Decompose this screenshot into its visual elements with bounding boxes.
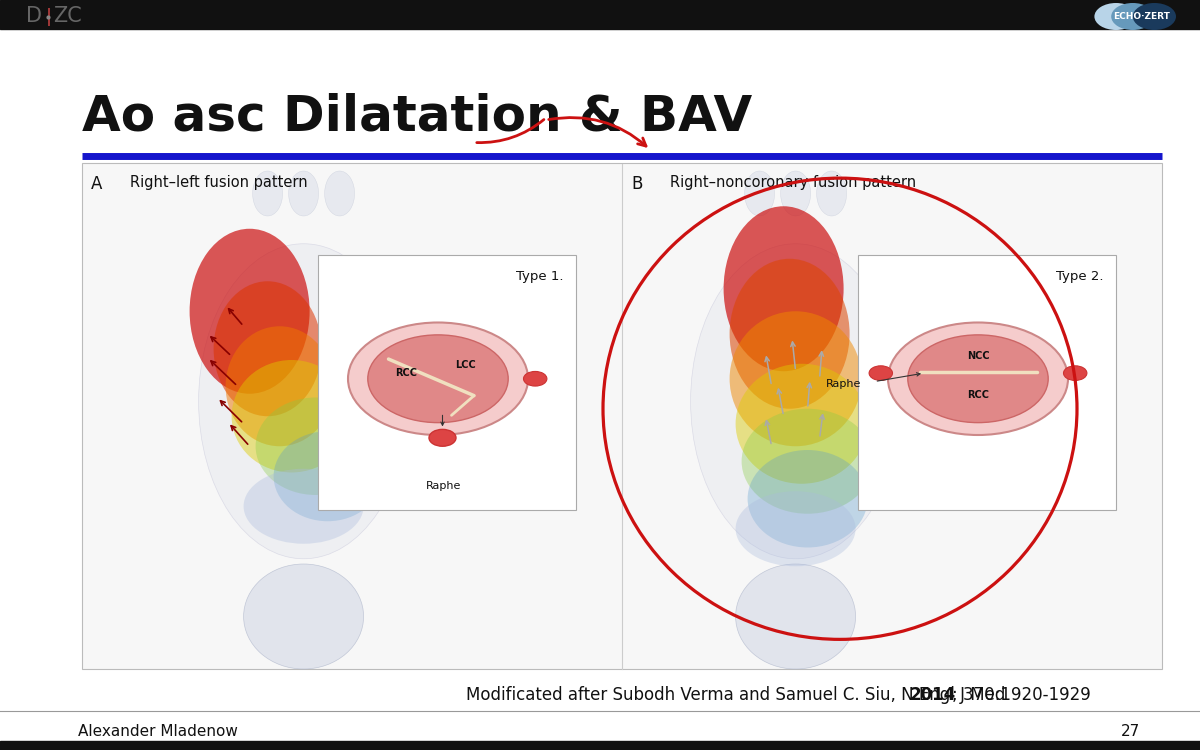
Text: RCC: RCC bbox=[396, 368, 418, 378]
Ellipse shape bbox=[232, 360, 352, 472]
Ellipse shape bbox=[730, 259, 850, 409]
Circle shape bbox=[1094, 3, 1138, 30]
Circle shape bbox=[908, 334, 1049, 423]
Text: NCC: NCC bbox=[967, 351, 989, 361]
Circle shape bbox=[430, 429, 456, 446]
Text: Modificated after Subodh Verma and Samuel C. Siu, N Engl J Med: Modificated after Subodh Verma and Samue… bbox=[466, 686, 1010, 704]
Text: |: | bbox=[46, 8, 52, 26]
Bar bbox=[82, 164, 1162, 669]
Ellipse shape bbox=[244, 564, 364, 669]
Text: LCC: LCC bbox=[455, 360, 475, 370]
Bar bbox=[0, 0, 1200, 28]
Text: A: A bbox=[91, 175, 102, 193]
Text: Right–noncoronary fusion pattern: Right–noncoronary fusion pattern bbox=[670, 175, 916, 190]
Circle shape bbox=[1063, 366, 1087, 380]
Text: Raphe: Raphe bbox=[426, 482, 462, 491]
Ellipse shape bbox=[226, 326, 334, 446]
Ellipse shape bbox=[817, 171, 847, 216]
Text: Type 2.: Type 2. bbox=[1056, 270, 1104, 283]
Text: 27: 27 bbox=[1121, 724, 1140, 739]
Circle shape bbox=[1133, 3, 1176, 30]
Ellipse shape bbox=[742, 409, 874, 514]
Text: RCC: RCC bbox=[967, 389, 989, 400]
Ellipse shape bbox=[748, 450, 868, 548]
Text: ECHO·ZERT: ECHO·ZERT bbox=[1112, 12, 1170, 21]
Ellipse shape bbox=[274, 431, 382, 521]
Ellipse shape bbox=[190, 229, 310, 394]
Circle shape bbox=[348, 322, 528, 435]
Text: Ao asc Dilatation & BAV: Ao asc Dilatation & BAV bbox=[82, 92, 752, 140]
Ellipse shape bbox=[199, 244, 409, 559]
Ellipse shape bbox=[691, 244, 900, 559]
Ellipse shape bbox=[736, 364, 868, 484]
Ellipse shape bbox=[781, 171, 811, 216]
Circle shape bbox=[367, 334, 509, 423]
Circle shape bbox=[888, 322, 1068, 435]
Ellipse shape bbox=[324, 171, 355, 216]
Ellipse shape bbox=[724, 206, 844, 371]
Text: Alexander Mladenow: Alexander Mladenow bbox=[78, 724, 238, 739]
Ellipse shape bbox=[736, 491, 856, 566]
Ellipse shape bbox=[736, 564, 856, 669]
Bar bbox=[0, 741, 1200, 750]
Text: ZC: ZC bbox=[53, 7, 82, 26]
Ellipse shape bbox=[744, 171, 775, 216]
Circle shape bbox=[1111, 3, 1154, 30]
Text: Type 1.: Type 1. bbox=[516, 270, 564, 283]
Text: Right–left fusion pattern: Right–left fusion pattern bbox=[130, 175, 307, 190]
FancyBboxPatch shape bbox=[858, 255, 1116, 510]
Ellipse shape bbox=[253, 171, 283, 216]
FancyBboxPatch shape bbox=[318, 255, 576, 510]
Circle shape bbox=[523, 371, 547, 386]
Ellipse shape bbox=[244, 469, 364, 544]
Ellipse shape bbox=[214, 281, 322, 416]
Text: 2014: 2014 bbox=[910, 686, 956, 704]
Text: D: D bbox=[26, 7, 42, 26]
Text: B: B bbox=[631, 175, 642, 193]
Ellipse shape bbox=[730, 311, 862, 446]
Ellipse shape bbox=[289, 171, 319, 216]
Text: Raphe: Raphe bbox=[826, 380, 860, 389]
Circle shape bbox=[869, 366, 893, 380]
Text: ; 370:1920-1929: ; 370:1920-1929 bbox=[952, 686, 1091, 704]
Ellipse shape bbox=[256, 398, 376, 495]
